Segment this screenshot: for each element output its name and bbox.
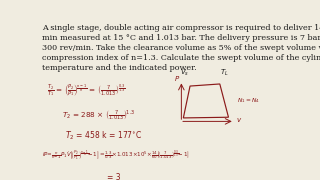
Text: $N_1=N_4$: $N_1=N_4$ [237, 96, 260, 105]
Text: A single stage, double acting air compressor is required to deliver 14 m³ of air: A single stage, double acting air compre… [43, 24, 320, 72]
Text: = 3: = 3 [107, 173, 121, 180]
Text: v: v [236, 117, 241, 123]
Text: P: P [175, 75, 180, 82]
Text: $IP$=$\frac{n}{n{-}1}$$P_1\dot{V}$$\!\left[\!\left(\frac{P_2}{P_1}\right)^{\!\fr: $IP$=$\frac{n}{n{-}1}$$P_1\dot{V}$$\!\le… [43, 149, 190, 163]
Text: $\frac{T_2}{T_1}$ = $\left(\frac{P_2}{P_1}\right)^{\!\frac{n-1}{n}}$ = $\left(\f: $\frac{T_2}{T_1}$ = $\left(\frac{P_2}{P_… [47, 82, 126, 98]
Text: $T_2$ = 458 k = 177$^{\circ}$C: $T_2$ = 458 k = 177$^{\circ}$C [65, 130, 142, 142]
Text: $T_L$: $T_L$ [220, 68, 228, 78]
Text: $T_2$ = 288 $\times$ $\left(\frac{7}{1.013}\right)^{\!1.3}$: $T_2$ = 288 $\times$ $\left(\frac{7}{1.0… [62, 107, 136, 122]
Text: $V_s$: $V_s$ [180, 68, 189, 78]
